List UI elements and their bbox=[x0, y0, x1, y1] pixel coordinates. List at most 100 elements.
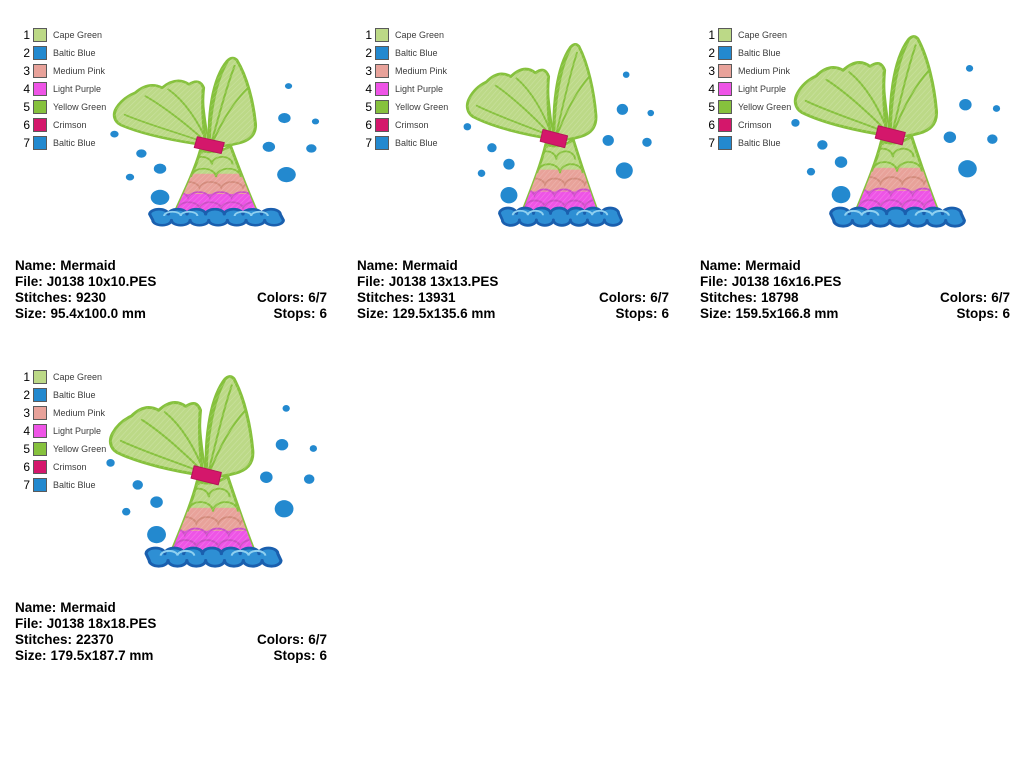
name-line: Name: Mermaid bbox=[15, 600, 327, 616]
colors-label: Colors: bbox=[939, 290, 988, 305]
color-name: Baltic Blue bbox=[395, 138, 438, 148]
stitches-label: Stitches: bbox=[15, 290, 73, 305]
file-value: J0138 18x18.PES bbox=[46, 616, 157, 631]
color-number: 6 bbox=[365, 118, 372, 132]
color-number: 5 bbox=[365, 100, 372, 114]
legend-row: 4 Light Purple bbox=[358, 80, 448, 98]
color-name: Cape Green bbox=[395, 30, 445, 40]
legend-row: 7 Baltic Blue bbox=[16, 476, 106, 494]
legend-row: 5 Yellow Green bbox=[701, 98, 791, 116]
size-label: Size: bbox=[700, 306, 732, 321]
color-number: 1 bbox=[23, 28, 30, 42]
stitches-colors-line: Stitches: 18798 Colors: 6/7 bbox=[700, 290, 1010, 306]
file-value: J0138 16x16.PES bbox=[731, 274, 842, 289]
size-value: 179.5x187.7 mm bbox=[50, 648, 154, 663]
color-name: Baltic Blue bbox=[53, 480, 96, 490]
legend-row: 6 Crimson bbox=[16, 116, 106, 134]
legend-row: 6 Crimson bbox=[701, 116, 791, 134]
color-name: Yellow Green bbox=[53, 102, 107, 112]
legend-row: 1 Cape Green bbox=[358, 26, 448, 44]
stops-value: 6 bbox=[319, 306, 327, 321]
color-number: 7 bbox=[365, 136, 372, 150]
colors-label: Colors: bbox=[256, 632, 305, 647]
color-number: 4 bbox=[23, 424, 30, 438]
color-name: Baltic Blue bbox=[738, 48, 781, 58]
design-panel-10x10: 1 Cape Green 2 Baltic Blue 3 Medium Pink 4 Ligh… bbox=[0, 0, 342, 342]
color-number: 2 bbox=[23, 46, 30, 60]
color-name: Baltic Blue bbox=[53, 48, 96, 58]
legend-row: 7 Baltic Blue bbox=[16, 134, 106, 152]
color-name: Yellow Green bbox=[738, 102, 792, 112]
color-swatch bbox=[33, 370, 47, 384]
stitches-colors-line: Stitches: 13931 Colors: 6/7 bbox=[357, 290, 669, 306]
color-number: 1 bbox=[708, 28, 715, 42]
name-line: Name: Mermaid bbox=[357, 258, 669, 274]
color-name: Baltic Blue bbox=[395, 48, 438, 58]
color-swatch bbox=[33, 118, 47, 132]
legend-row: 7 Baltic Blue bbox=[701, 134, 791, 152]
stitches-value: 22370 bbox=[76, 632, 114, 647]
color-number: 7 bbox=[708, 136, 715, 150]
name-label: Name: bbox=[15, 258, 57, 273]
color-name: Medium Pink bbox=[53, 408, 106, 418]
name-label: Name: bbox=[15, 600, 57, 615]
color-name: Crimson bbox=[395, 120, 429, 130]
name-value: Mermaid bbox=[745, 258, 801, 273]
legend-row: 2 Baltic Blue bbox=[16, 386, 106, 404]
mermaid-design bbox=[98, 372, 328, 592]
file-line: File: J0138 16x16.PES bbox=[700, 274, 1010, 290]
color-swatch bbox=[718, 64, 732, 78]
design-info: Name: Mermaid File: J0138 13x13.PES Stitch… bbox=[357, 258, 669, 322]
legend-row: 2 Baltic Blue bbox=[358, 44, 448, 62]
file-label: File: bbox=[357, 274, 385, 289]
color-number: 4 bbox=[23, 82, 30, 96]
color-swatch bbox=[33, 136, 47, 150]
color-number: 2 bbox=[708, 46, 715, 60]
color-name: Crimson bbox=[53, 462, 87, 472]
color-name: Baltic Blue bbox=[738, 138, 781, 148]
color-name: Baltic Blue bbox=[53, 138, 96, 148]
legend-row: 3 Medium Pink bbox=[701, 62, 791, 80]
color-name: Medium Pink bbox=[738, 66, 791, 76]
legend-row: 1 Cape Green bbox=[701, 26, 791, 44]
color-number: 5 bbox=[708, 100, 715, 114]
legend-row: 4 Light Purple bbox=[16, 422, 106, 440]
name-label: Name: bbox=[357, 258, 399, 273]
color-swatch bbox=[375, 82, 389, 96]
color-name: Yellow Green bbox=[53, 444, 107, 454]
stitches-label: Stitches: bbox=[700, 290, 758, 305]
file-line: File: J0138 10x10.PES bbox=[15, 274, 327, 290]
file-label: File: bbox=[15, 616, 43, 631]
color-legend: 1 Cape Green 2 Baltic Blue 3 Medium Pink 4 Ligh… bbox=[701, 26, 791, 152]
legend-row: 4 Light Purple bbox=[701, 80, 791, 98]
color-name: Cape Green bbox=[53, 30, 103, 40]
color-swatch bbox=[33, 100, 47, 114]
color-name: Medium Pink bbox=[395, 66, 448, 76]
color-swatch bbox=[718, 136, 732, 150]
color-number: 4 bbox=[708, 82, 715, 96]
color-name: Light Purple bbox=[53, 84, 102, 94]
color-swatch bbox=[375, 136, 389, 150]
design-info: Name: Mermaid File: J0138 10x10.PES Stitch… bbox=[15, 258, 327, 322]
name-line: Name: Mermaid bbox=[700, 258, 1010, 274]
color-name: Crimson bbox=[738, 120, 772, 130]
stops-label: Stops: bbox=[273, 306, 316, 321]
stops-label: Stops: bbox=[956, 306, 999, 321]
color-number: 1 bbox=[23, 370, 30, 384]
stops-label: Stops: bbox=[615, 306, 658, 321]
design-info: Name: Mermaid File: J0138 16x16.PES Stitch… bbox=[700, 258, 1010, 322]
stitches-value: 9230 bbox=[76, 290, 107, 305]
name-line: Name: Mermaid bbox=[15, 258, 327, 274]
file-value: J0138 10x10.PES bbox=[46, 274, 157, 289]
colors-value: 6/7 bbox=[308, 632, 327, 647]
color-swatch bbox=[718, 46, 732, 60]
colors-label: Colors: bbox=[256, 290, 305, 305]
name-label: Name: bbox=[700, 258, 742, 273]
design-panel-13x13: 1 Cape Green 2 Baltic Blue 3 Medium Pink 4 Ligh… bbox=[342, 0, 684, 342]
legend-row: 5 Yellow Green bbox=[16, 440, 106, 458]
color-swatch bbox=[33, 442, 47, 456]
color-name: Crimson bbox=[53, 120, 87, 130]
mermaid-design bbox=[102, 54, 330, 248]
color-swatch bbox=[33, 478, 47, 492]
